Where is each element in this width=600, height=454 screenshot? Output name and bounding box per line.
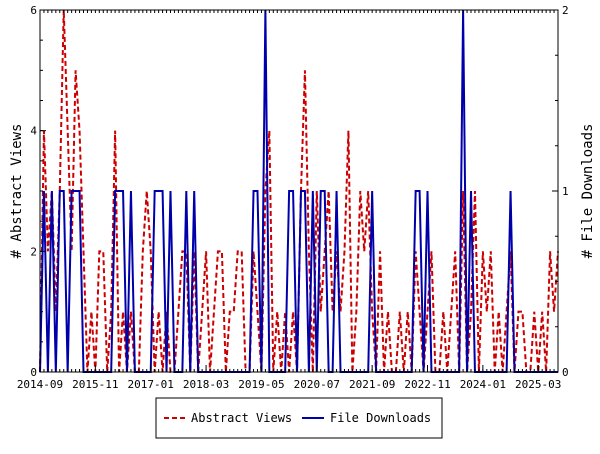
right-y-tick-label: 0 — [562, 366, 569, 379]
left-y-tick-label: 6 — [30, 4, 37, 17]
x-tick-label: 2025-03 — [515, 378, 561, 391]
axes: 2014-09 2015-11 2017-01 2018-03 2019-05 2020-… — [17, 4, 569, 391]
x-tick-label: 2014-09 — [17, 378, 63, 391]
x-tick-label: 2015-11 — [72, 378, 118, 391]
x-tick-label: 2017-01 — [128, 378, 174, 391]
x-tick-label: 2019-05 — [238, 378, 284, 391]
left-axis-title: # Abstract Views — [9, 124, 25, 259]
x-tick-label: 2020-07 — [294, 378, 340, 391]
plot-area — [39, 9, 559, 373]
x-tick-label: 2024-01 — [460, 378, 506, 391]
right-axis-title: # File Downloads — [580, 124, 596, 259]
left-y-tick-label: 0 — [30, 366, 37, 379]
legend-downloads-label: File Downloads — [330, 411, 431, 425]
series-line-file-downloads — [39, 9, 558, 373]
legend-views-label: Abstract Views — [191, 411, 292, 425]
right-y-tick-label: 2 — [562, 4, 569, 17]
left-y-tick-label: 4 — [30, 125, 37, 138]
legend: Abstract Views File Downloads — [155, 397, 443, 439]
right-y-tick-label: 1 — [562, 185, 569, 198]
legend-box — [155, 397, 443, 439]
x-tick-label: 2022-11 — [404, 378, 450, 391]
x-tick-label: 2018-03 — [183, 378, 229, 391]
x-tick-label: 2021-09 — [349, 378, 395, 391]
left-y-tick-label: 2 — [30, 245, 37, 258]
